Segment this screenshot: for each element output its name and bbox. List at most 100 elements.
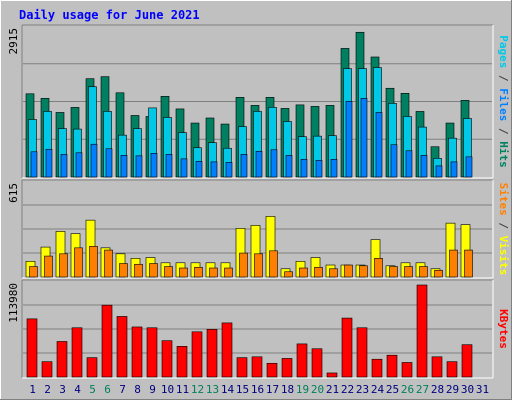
x-tick-label-day-8: 8 [134, 383, 141, 396]
bar-kbytes-day-13 [206, 329, 218, 378]
x-tick-label-day-23: 23 [356, 383, 369, 396]
bar-sites-day-4 [74, 247, 83, 278]
bar-pages-day-29 [450, 161, 458, 178]
bar-kbytes-day-7 [116, 316, 128, 378]
bar-sites-day-7 [119, 263, 128, 278]
bar-sites-day-8 [134, 263, 143, 278]
bar-pages-day-20 [315, 160, 323, 178]
x-tick-label-day-20: 20 [311, 383, 324, 396]
bar-pages-day-10 [165, 154, 173, 178]
bar-kbytes-day-28 [431, 356, 443, 378]
bar-sites-day-20 [314, 266, 323, 278]
bar-kbytes-day-21 [326, 372, 338, 378]
bar-sites-day-22 [344, 264, 353, 278]
series-legend-label: Sites / Visits [497, 183, 510, 276]
panel-pages-files-hits: 2915 Pages / Files / Hits [7, 24, 510, 179]
x-tick-label-day-16: 16 [251, 383, 264, 396]
bar-sites-day-23 [359, 265, 368, 278]
x-tick-label-day-12: 12 [191, 383, 204, 396]
x-tick-label-day-3: 3 [59, 383, 66, 396]
x-axis-labels: 1 2 3 4 5 6 7 8 9 10 11 12 13 14 15 16 17 18 19 20 21 22 23 24 2… [29, 383, 489, 396]
x-tick-label-day-9: 9 [149, 383, 156, 396]
bar-sites-day-24 [374, 257, 383, 278]
x-tick-label-day-26: 26 [401, 383, 414, 396]
bar-sites-day-6 [104, 249, 113, 278]
x-tick-label-day-21: 21 [326, 383, 339, 396]
bar-pages-day-16 [255, 150, 263, 178]
bar-pages-day-23 [360, 98, 368, 178]
bar-sites-day-13 [209, 267, 218, 278]
x-tick-label-day-31: 31 [476, 383, 489, 396]
bar-pages-day-26 [405, 150, 413, 178]
legend-part: Visits [497, 236, 510, 276]
bar-kbytes-day-24 [371, 358, 383, 378]
bar-kbytes-day-14 [221, 322, 233, 378]
bar-sites-day-21 [329, 268, 338, 278]
bar-pages-day-21 [330, 159, 338, 178]
bar-kbytes-day-30 [461, 344, 473, 378]
bar-kbytes-day-9 [146, 327, 158, 378]
bar-sites-day-18 [284, 271, 293, 278]
bar-pages-day-6 [105, 148, 113, 178]
bar-sites-day-1 [29, 266, 38, 278]
bar-sites-day-26 [404, 266, 413, 278]
bar-kbytes-day-15 [236, 357, 248, 378]
bar-pages-day-1 [30, 151, 38, 178]
bar-kbytes-day-29 [446, 361, 458, 378]
bar-kbytes-day-8 [131, 326, 143, 378]
bar-sites-day-30 [464, 249, 473, 278]
bar-pages-day-15 [240, 154, 248, 178]
y-max-label: 615 [7, 183, 20, 203]
bar-kbytes-day-3 [56, 341, 68, 378]
bar-kbytes-day-18 [281, 358, 293, 378]
series-legend-label: KBytes [497, 309, 510, 349]
bar-pages-day-25 [390, 144, 398, 178]
panels: 2915 Pages / Files / Hits 615 Sites / Visit… [7, 24, 510, 379]
bar-pages-day-14 [225, 162, 233, 178]
bar-sites-day-14 [224, 267, 233, 278]
bar-sites-day-5 [89, 246, 98, 278]
legend-part: / [497, 121, 510, 141]
bar-sites-day-3 [59, 253, 68, 278]
bar-pages-day-5 [90, 143, 98, 178]
bar-pages-day-11 [180, 158, 188, 178]
bar-sites-day-2 [44, 255, 53, 278]
bar-kbytes-day-1 [26, 318, 38, 378]
bar-kbytes-day-16 [251, 356, 263, 378]
bar-kbytes-day-22 [341, 317, 353, 378]
bar-kbytes-day-19 [296, 343, 308, 378]
legend-part: / [497, 216, 510, 236]
bar-kbytes-day-25 [386, 354, 398, 378]
x-tick-label-day-2: 2 [44, 383, 51, 396]
bar-pages-day-13 [210, 161, 218, 178]
legend-part: KBytes [497, 309, 510, 349]
bar-sites-day-15 [239, 252, 248, 278]
x-tick-label-day-18: 18 [281, 383, 294, 396]
x-tick-label-day-6: 6 [104, 383, 111, 396]
bar-kbytes-day-5 [86, 357, 98, 378]
bar-pages-day-7 [120, 155, 128, 178]
bar-pages-day-24 [375, 112, 383, 178]
bar-pages-day-17 [270, 149, 278, 178]
bar-kbytes-day-20 [311, 348, 323, 378]
legend-part: Sites [497, 183, 510, 216]
bar-sites-day-10 [164, 266, 173, 278]
bar-sites-day-27 [419, 266, 428, 278]
x-tick-label-day-5: 5 [89, 383, 96, 396]
bar-sites-day-12 [194, 266, 203, 278]
bar-kbytes-day-4 [71, 327, 83, 378]
bar-kbytes-day-12 [191, 331, 203, 378]
series-legend-label: Pages / Files / Hits [497, 35, 510, 168]
bar-sites-day-16 [254, 253, 263, 278]
bar-kbytes-day-26 [401, 362, 413, 378]
bar-sites-day-19 [299, 267, 308, 278]
bar-pages-day-3 [60, 154, 68, 178]
x-tick-label-day-25: 25 [386, 383, 399, 396]
legend-part: Pages [497, 35, 510, 68]
x-tick-label-day-15: 15 [236, 383, 249, 396]
x-tick-label-day-27: 27 [416, 383, 429, 396]
y-max-label: 113980 [7, 283, 20, 323]
bar-pages-day-22 [345, 101, 353, 178]
bar-kbytes-day-10 [161, 340, 173, 378]
